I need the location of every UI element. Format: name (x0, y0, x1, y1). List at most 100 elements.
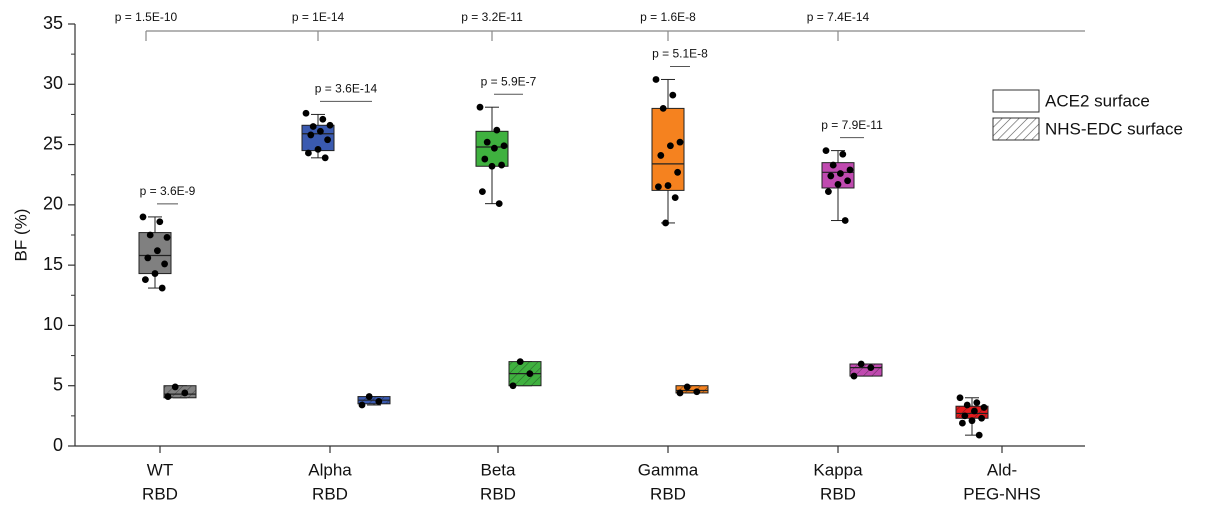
y-axis-title: BF (%) (11, 209, 30, 262)
data-point (181, 389, 189, 397)
box (675, 385, 709, 394)
data-point (365, 393, 373, 400)
x-tick-label: PEG-NHS (963, 484, 1040, 503)
data-point (971, 407, 978, 415)
data-point (319, 115, 327, 123)
x-tick-label: RBD (650, 484, 686, 503)
data-point (358, 401, 366, 409)
data-point (693, 388, 701, 396)
pair-p-value-label: p = 3.6E-14 (315, 82, 378, 96)
p-value-label: p = 7.4E-14 (807, 10, 870, 24)
data-point (662, 219, 669, 227)
data-point (493, 126, 501, 134)
data-point (495, 200, 503, 208)
data-point (509, 382, 517, 390)
pair-p-value-label: p = 3.6E-9 (140, 184, 196, 198)
data-point (154, 247, 161, 255)
data-point (171, 383, 179, 391)
data-point (669, 91, 677, 99)
data-point (968, 417, 976, 425)
data-point (151, 270, 159, 277)
data-point (326, 121, 334, 129)
pair-p-value-label: p = 5.1E-8 (652, 47, 708, 61)
p-value-label: p = 1.6E-8 (640, 10, 696, 24)
x-tick-label: Gamma (638, 460, 699, 479)
p-value-label: p = 3.2E-11 (461, 10, 523, 24)
x-tick-label: Kappa (813, 460, 863, 479)
data-point (867, 364, 875, 372)
data-point (657, 152, 665, 159)
data-point (146, 231, 154, 239)
data-point (825, 188, 832, 195)
y-tick-label: 15 (43, 254, 63, 274)
x-tick-label: RBD (312, 484, 348, 503)
x-tick-label: Alpha (308, 460, 352, 479)
data-point (309, 123, 317, 130)
data-point (483, 138, 491, 146)
data-point (822, 147, 830, 155)
box (651, 107, 685, 191)
data-point (667, 142, 674, 150)
pair-p-value-label: p = 5.9E-7 (481, 74, 537, 88)
data-point (488, 162, 496, 170)
y-tick-label: 30 (43, 73, 63, 93)
data-point (664, 182, 672, 189)
data-point (144, 254, 152, 262)
data-point (324, 136, 331, 144)
y-tick-label: 20 (43, 194, 63, 214)
data-point (516, 358, 524, 365)
data-point (963, 401, 971, 409)
data-point (491, 144, 498, 152)
p-value-label: p = 1E-14 (292, 10, 345, 24)
data-point (156, 218, 164, 226)
y-tick-label: 25 (43, 133, 63, 153)
x-tick-label: WT (147, 460, 173, 479)
data-point (850, 372, 858, 380)
data-point (844, 177, 851, 185)
legend-label: NHS-EDC surface (1045, 119, 1183, 138)
data-point (676, 138, 684, 146)
data-point (163, 234, 171, 241)
legend-swatch (992, 89, 1040, 113)
data-point (846, 166, 854, 174)
data-point (321, 154, 329, 162)
data-point (839, 150, 847, 158)
data-point (476, 103, 484, 111)
data-point (659, 105, 667, 112)
data-point (956, 394, 964, 402)
p-value-label: p = 1.5E-10 (115, 10, 178, 24)
data-point (500, 142, 508, 150)
x-tick-label: Ald- (987, 460, 1017, 479)
legend-swatch (992, 117, 1040, 141)
data-point (978, 414, 985, 422)
y-tick-label: 10 (43, 314, 63, 334)
data-point (959, 419, 966, 427)
y-tick-label: 5 (53, 374, 63, 394)
data-point (307, 131, 315, 139)
data-point (375, 397, 383, 405)
data-point (305, 149, 312, 157)
data-point (481, 155, 489, 163)
data-point (857, 360, 865, 368)
y-tick-label: 0 (53, 435, 63, 455)
data-point (837, 170, 844, 177)
data-point (158, 284, 166, 292)
data-point (975, 431, 983, 439)
data-point (142, 276, 149, 284)
box (163, 385, 197, 399)
data-point (161, 260, 169, 268)
x-tick-label: RBD (820, 484, 856, 503)
legend-label: ACE2 surface (1045, 91, 1150, 110)
data-point (674, 168, 681, 176)
data-point (980, 404, 988, 411)
data-point (961, 412, 969, 420)
data-point (479, 188, 486, 195)
data-point (498, 161, 505, 169)
data-point (827, 172, 835, 180)
data-point (652, 76, 660, 83)
data-point (834, 180, 842, 188)
data-point (164, 393, 172, 400)
data-point (302, 109, 310, 117)
data-point (973, 399, 981, 406)
